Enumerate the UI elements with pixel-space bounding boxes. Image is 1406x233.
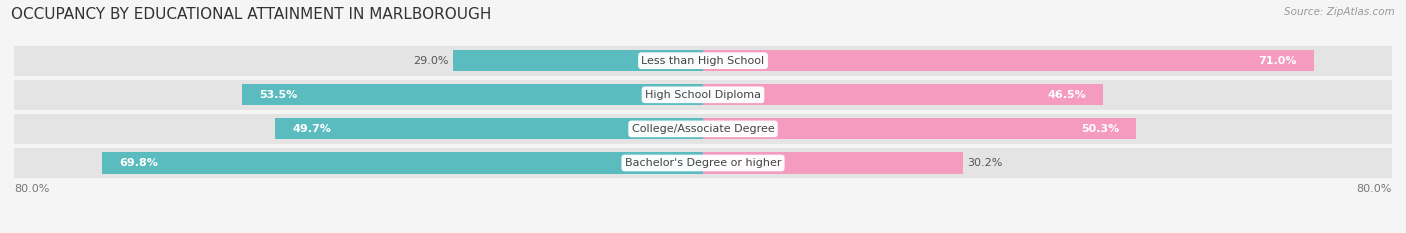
Bar [276,118,703,140]
Bar [14,46,1392,75]
Bar [703,84,1104,105]
Text: 80.0%: 80.0% [14,184,49,194]
Text: Source: ZipAtlas.com: Source: ZipAtlas.com [1284,7,1395,17]
Text: 69.8%: 69.8% [120,158,157,168]
Bar [453,50,703,71]
Bar [703,118,1136,140]
Text: 80.0%: 80.0% [1357,184,1392,194]
Text: 50.3%: 50.3% [1081,124,1119,134]
Text: OCCUPANCY BY EDUCATIONAL ATTAINMENT IN MARLBOROUGH: OCCUPANCY BY EDUCATIONAL ATTAINMENT IN M… [11,7,492,22]
Bar [14,80,1392,110]
Text: 71.0%: 71.0% [1258,56,1298,66]
Bar [14,148,1392,178]
Text: 53.5%: 53.5% [260,90,298,100]
Text: Bachelor's Degree or higher: Bachelor's Degree or higher [624,158,782,168]
Bar [703,152,963,174]
Text: 30.2%: 30.2% [967,158,1002,168]
Bar [14,114,1392,144]
Text: 46.5%: 46.5% [1047,90,1087,100]
Bar [242,84,703,105]
Text: College/Associate Degree: College/Associate Degree [631,124,775,134]
Text: 49.7%: 49.7% [292,124,330,134]
Bar [101,152,703,174]
Text: Less than High School: Less than High School [641,56,765,66]
Text: High School Diploma: High School Diploma [645,90,761,100]
Bar [703,50,1315,71]
Text: 29.0%: 29.0% [413,56,449,66]
